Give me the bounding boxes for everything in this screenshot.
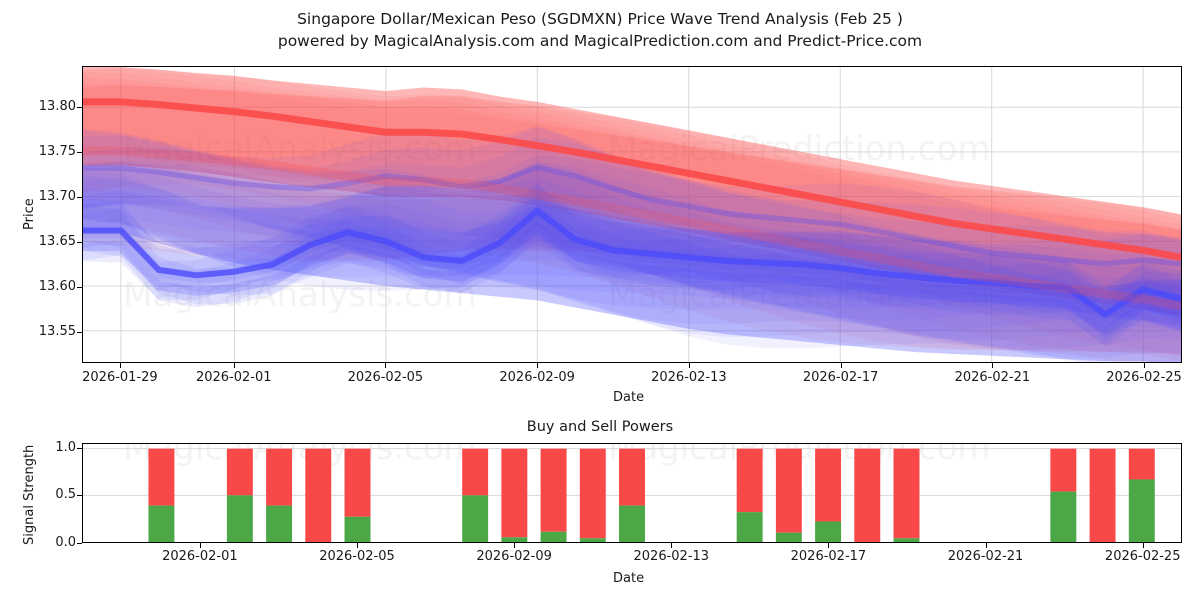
price-y-tickmark	[77, 151, 82, 153]
price-y-tick: 13.55	[38, 323, 76, 339]
signal-x-tick: 2026-02-17	[790, 549, 867, 564]
signal-y-tickmark	[77, 543, 82, 544]
price-x-tick: 2026-02-01	[195, 370, 272, 385]
price-x-tick: 2026-02-05	[347, 370, 424, 385]
price-y-tick: 13.70	[38, 188, 76, 204]
price-y-tick: 13.60	[38, 278, 76, 294]
signal-chart-title: Buy and Sell Powers	[526, 419, 674, 435]
price-x-tick: 2026-02-25	[1106, 370, 1182, 385]
signal-x-tickmark	[671, 543, 673, 548]
signal-x-tickmark	[514, 543, 516, 548]
price-x-tickmark	[840, 363, 842, 368]
buy-sell-svg	[83, 448, 1181, 542]
signal-x-tickmark	[357, 543, 358, 548]
signal-x-tick: 2026-02-25	[1104, 549, 1181, 564]
price-y-tickmark	[77, 286, 82, 288]
signal-x-tick: 2026-02-13	[633, 549, 710, 564]
signal-x-tickmark	[1142, 543, 1144, 548]
price-y-tickmark	[77, 331, 82, 333]
price-x-tickmark	[119, 363, 121, 368]
signal-y-tickmark	[77, 447, 82, 449]
price-x-tick: 2026-02-09	[499, 370, 575, 385]
signal-x-tick: 2026-02-01	[162, 549, 238, 564]
price-x-tick: 2026-02-17	[802, 370, 879, 385]
price-x-tick: 2026-02-21	[954, 370, 1031, 385]
page-subtitle: powered by MagicalAnalysis.com and Magic…	[277, 32, 923, 50]
price-x-tick: 2026-02-13	[651, 370, 727, 385]
price-y-tickmark	[77, 241, 82, 243]
signal-x-tick: 2026-02-21	[947, 549, 1024, 564]
signal-x-tick: 2026-02-09	[476, 549, 552, 564]
price-x-tickmark	[537, 363, 539, 368]
buy-sell-powers-chart: MagicalAnalysis.com MagicalPrediction.co…	[82, 443, 1182, 543]
signal-y-tickmark	[77, 495, 82, 497]
price-y-axis-title: Price	[22, 198, 37, 230]
price-x-axis-title: Date	[613, 390, 645, 405]
signal-x-axis-title: Date	[613, 571, 645, 586]
price-wave-chart: MagicalAnalysis.com MagicalPrediction.co…	[82, 66, 1182, 363]
signal-y-tick: 0.0	[55, 535, 76, 550]
price-x-tickmark	[992, 363, 994, 368]
signal-x-tickmark	[828, 543, 830, 548]
price-x-tick: 2026-01-29	[82, 370, 158, 385]
price-x-tickmark	[385, 363, 387, 368]
signal-x-tick: 2026-02-05	[319, 549, 395, 564]
price-wave-svg	[83, 67, 1181, 362]
signal-x-tickmark	[199, 543, 201, 548]
signal-y-tick: 1.0	[55, 439, 76, 455]
price-y-tickmark	[77, 106, 82, 108]
price-y-tickmark	[77, 196, 82, 198]
price-y-tick: 13.65	[38, 233, 76, 249]
price-x-tickmark	[233, 363, 235, 368]
signal-y-tick: 0.5	[55, 487, 76, 503]
page-title: Singapore Dollar/Mexican Peso (SGDMXN) P…	[297, 10, 903, 28]
price-y-tick: 13.80	[38, 98, 76, 114]
price-x-tickmark	[688, 363, 690, 368]
price-x-tickmark	[1144, 363, 1146, 368]
price-y-tick: 13.75	[38, 143, 76, 159]
chart-header: Singapore Dollar/Mexican Peso (SGDMXN) P…	[0, 8, 1200, 52]
signal-y-axis-title: Signal Strength	[22, 444, 37, 545]
signal-x-tickmark	[985, 543, 987, 548]
